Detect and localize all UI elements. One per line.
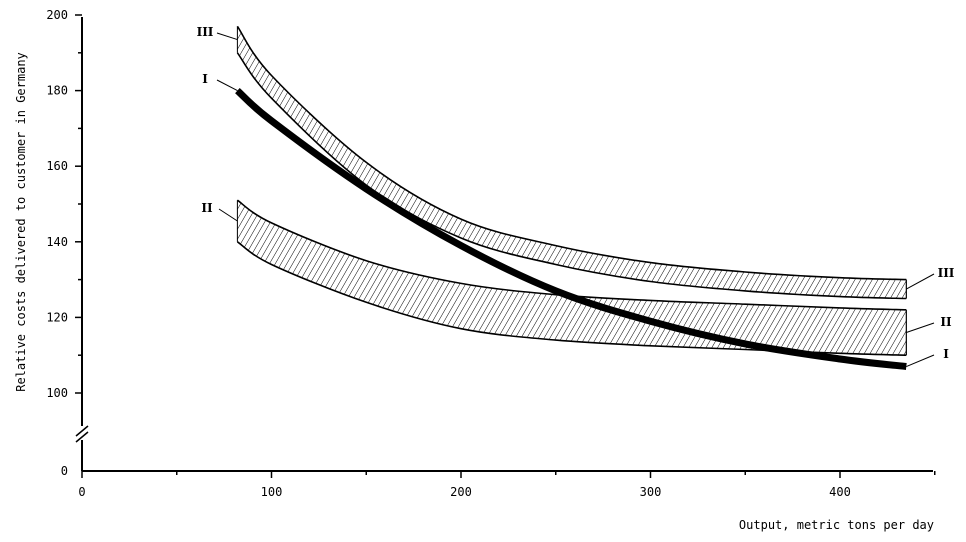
y-tick-label-100: 100 bbox=[46, 386, 68, 400]
x-tick-label-200: 200 bbox=[450, 485, 472, 499]
x-axis-ticks: 0 100 200 300 400 bbox=[78, 471, 936, 499]
curve-label-left-ii: II bbox=[201, 201, 213, 215]
y-axis-break-mark bbox=[75, 425, 89, 443]
curve-label-leader-1 bbox=[216, 79, 238, 92]
y-tick-label-160: 160 bbox=[46, 159, 68, 173]
y-axis-title: Relative costs delivered to customer in … bbox=[14, 52, 28, 392]
y-tick-label-180: 180 bbox=[46, 84, 68, 98]
series-ii-lower-edge bbox=[236, 241, 907, 356]
series-ii-band-fill bbox=[237, 200, 907, 356]
plot-area bbox=[235, 25, 907, 370]
x-tick-label-300: 300 bbox=[640, 485, 662, 499]
curve-label-right-i: I bbox=[943, 347, 949, 361]
curve-label-right-ii: II bbox=[940, 315, 952, 329]
x-tick-label-0: 0 bbox=[78, 485, 85, 499]
series-iii-lower-edge bbox=[236, 52, 907, 300]
series-ii-upper-edge bbox=[236, 199, 907, 311]
y-tick-label-0: 0 bbox=[61, 464, 68, 478]
curve-label-right-iii: III bbox=[938, 266, 955, 280]
series-i-line bbox=[235, 87, 907, 370]
curve-label-left-i: I bbox=[202, 72, 208, 86]
y-tick-label-200: 200 bbox=[46, 8, 68, 22]
x-tick-label-400: 400 bbox=[829, 485, 851, 499]
curve-label-leader-0 bbox=[216, 32, 238, 41]
series-iii-upper-edge bbox=[236, 25, 907, 281]
y-tick-label-120: 120 bbox=[46, 310, 68, 324]
curve-label-leader-4 bbox=[906, 322, 935, 333]
x-tick-label-100: 100 bbox=[261, 485, 283, 499]
x-axis-title: Output, metric tons per day bbox=[739, 518, 934, 532]
curve-label-leader-2 bbox=[218, 208, 238, 222]
curve-label-leader-5 bbox=[906, 354, 935, 368]
y-tick-label-140: 140 bbox=[46, 235, 68, 249]
curve-label-leader-3 bbox=[906, 273, 935, 290]
y-axis-ticks: 0 100 120 140 160 180 200 bbox=[46, 8, 82, 478]
curve-label-left-iii: III bbox=[197, 25, 214, 39]
